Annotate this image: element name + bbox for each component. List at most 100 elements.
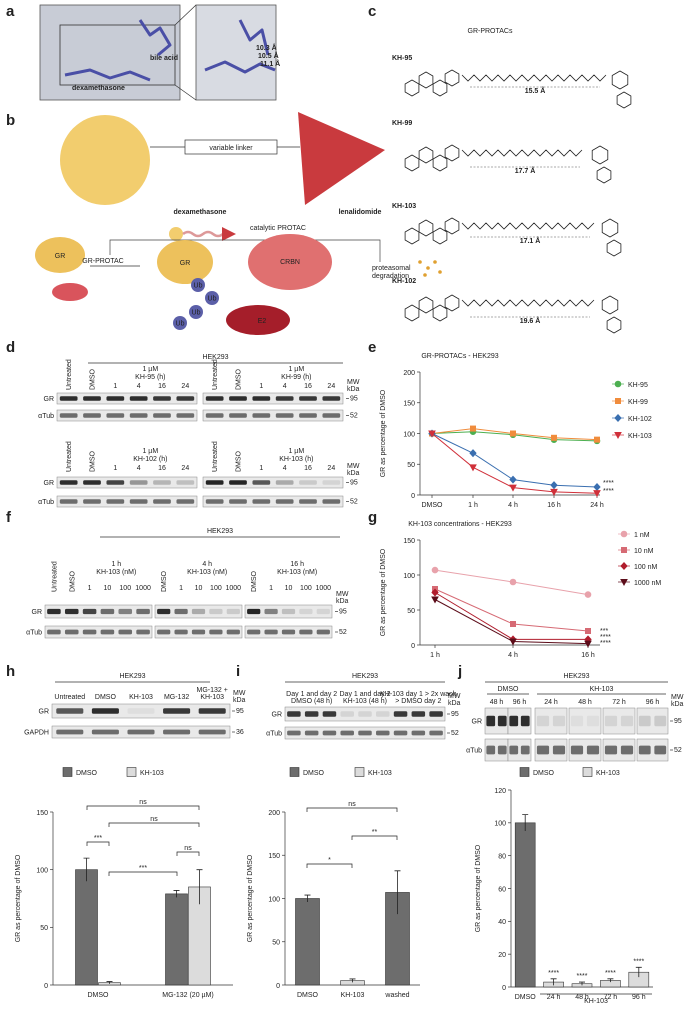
- ubiquitin: [173, 316, 187, 330]
- error-bar: [304, 894, 311, 902]
- mw-label: 52: [350, 499, 358, 506]
- significance: ****: [548, 970, 559, 977]
- ligand: [238, 19, 270, 56]
- blot-panel: [568, 738, 602, 762]
- group-label: 1 µM: [288, 366, 304, 373]
- band: [176, 480, 195, 485]
- band: [82, 608, 97, 615]
- gr-protein: [35, 237, 85, 273]
- x-tick-label: washed: [384, 992, 409, 999]
- label: Ub: [194, 283, 203, 290]
- panel-label: b: [6, 112, 15, 129]
- label: catalytic PROTAC: [250, 225, 306, 232]
- mw-label: 95: [674, 718, 682, 725]
- linker: [461, 149, 583, 157]
- lane-label: 1000: [135, 585, 151, 592]
- mw-header: MW: [448, 693, 461, 700]
- lane-label: 1: [259, 465, 263, 472]
- label: Ub: [176, 321, 185, 328]
- lane-label: 16: [158, 465, 166, 472]
- band: [176, 413, 195, 418]
- y-tick-label: 120: [494, 788, 506, 795]
- y-tick-label: 60: [498, 886, 506, 893]
- blot-panel: [44, 604, 153, 619]
- mw-header: MW: [233, 690, 246, 697]
- y-tick-label: 80: [498, 853, 506, 860]
- band: [83, 480, 101, 485]
- y-tick-label: 50: [40, 925, 48, 932]
- mw-header: kDa: [336, 598, 349, 605]
- lane-label: DMSO: [161, 570, 168, 592]
- label: GR-PROTAC: [82, 258, 123, 265]
- ring: [591, 145, 609, 165]
- legend-label: KH-99: [628, 399, 648, 406]
- row-label: αTub: [266, 731, 282, 738]
- bar: [295, 898, 320, 986]
- significance-bracket: [108, 822, 200, 827]
- label: degradation: [372, 273, 409, 280]
- band: [552, 745, 566, 755]
- band: [299, 629, 313, 635]
- band: [153, 499, 171, 504]
- band: [205, 413, 224, 418]
- error-bar: [550, 978, 557, 986]
- legend-label: KH-103: [628, 433, 652, 440]
- bar: [165, 893, 188, 986]
- band: [83, 413, 101, 418]
- row-label: GR: [39, 709, 50, 716]
- panel-label: d: [6, 339, 15, 356]
- gr-protein-2: [157, 240, 213, 284]
- mw-label: 52: [451, 730, 459, 737]
- group-label: 1 µM: [142, 448, 158, 455]
- dexamethasone-shape: [60, 115, 150, 205]
- band: [604, 745, 618, 755]
- band: [570, 715, 584, 727]
- y-tick-label: 100: [268, 896, 280, 903]
- band: [153, 396, 171, 401]
- band: [322, 730, 337, 736]
- band: [654, 715, 667, 727]
- y-tick-label: 50: [407, 608, 415, 615]
- y-tick-label: 0: [411, 643, 415, 650]
- band: [176, 396, 195, 401]
- cell-line: HEK293: [119, 673, 145, 680]
- y-tick-label: 0: [276, 983, 280, 990]
- zoom-box: [59, 24, 176, 86]
- x-tick-label: DMSO: [88, 992, 110, 999]
- mini-linker: [182, 230, 224, 238]
- lane-label: 1000: [226, 585, 242, 592]
- band: [340, 730, 354, 736]
- band: [127, 708, 155, 714]
- compound-name: KH-95: [392, 55, 412, 62]
- group-label: DMSO: [498, 686, 520, 693]
- x-tick-label: 1 h: [468, 502, 478, 509]
- y-axis-label: GR as percentage of DMSO: [247, 854, 254, 942]
- error-bar: [173, 890, 180, 898]
- band: [638, 745, 651, 755]
- legend-marker: [620, 579, 628, 587]
- legend-label: KH-102: [628, 416, 652, 423]
- y-tick-label: 40: [498, 919, 506, 926]
- band: [59, 480, 78, 485]
- distance-label: 17.7 Å: [515, 166, 536, 175]
- marker: [428, 430, 436, 438]
- band: [299, 480, 317, 485]
- blot-panel: [636, 738, 669, 762]
- legend-swatch: [582, 767, 593, 777]
- mw-header: MW: [347, 463, 360, 470]
- ring: [606, 316, 622, 334]
- blot-panel: [534, 738, 568, 762]
- band: [497, 715, 507, 727]
- marker: [550, 481, 558, 490]
- legend-marker: [620, 530, 628, 538]
- significance-bracket: [86, 805, 200, 810]
- band: [287, 730, 301, 736]
- protein-view: [39, 4, 181, 101]
- lenalidomide-shape: [298, 112, 385, 205]
- lane-label: Untreated: [66, 359, 73, 390]
- mw-header: kDa: [347, 386, 360, 393]
- fragment: [418, 260, 422, 264]
- legend-swatch: [354, 767, 365, 777]
- y-tick-label: 20: [498, 952, 506, 959]
- error-bar: [394, 870, 401, 915]
